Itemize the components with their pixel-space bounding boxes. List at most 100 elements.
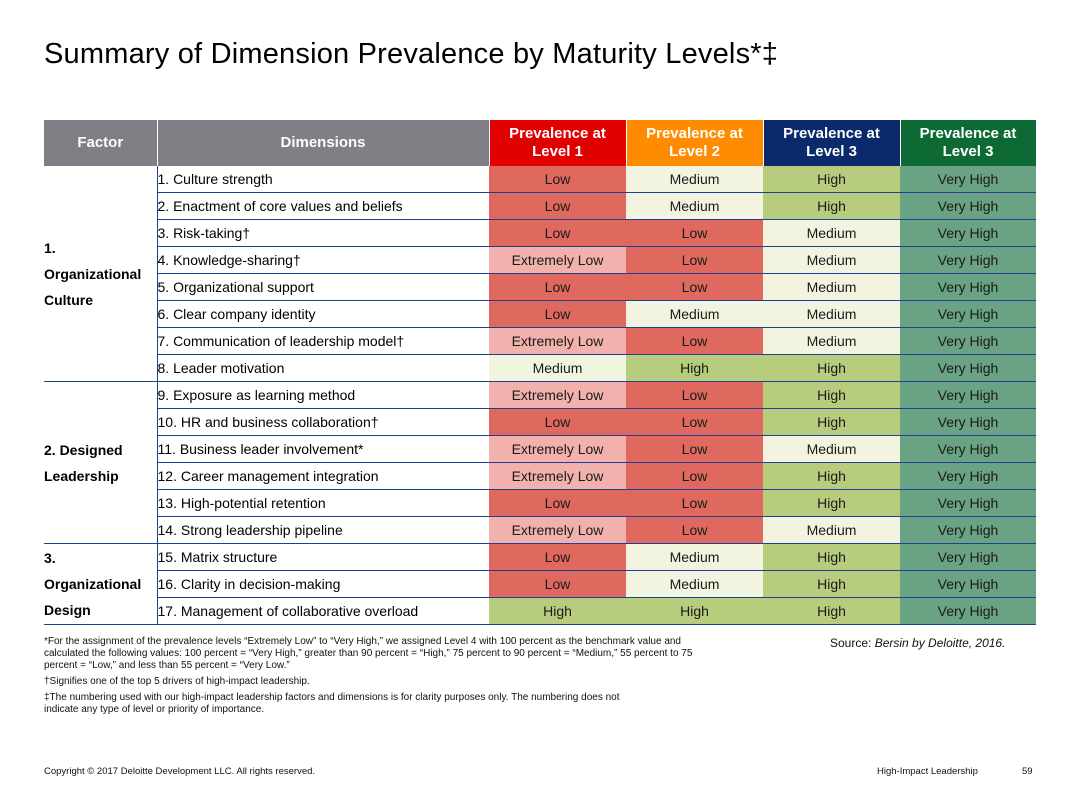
prevalence-l1: Extremely Low (489, 327, 626, 355)
prevalence-l1: Extremely Low (489, 246, 626, 274)
table-row: 2. Designed Leadership 9. Exposure as lea… (44, 381, 1036, 544)
prevalence-l2: Low (626, 273, 763, 301)
dimension-name: 1. Culture strength (156, 166, 489, 193)
dimension-name: 10. HR and business collaboration† (156, 408, 489, 436)
factor-organizational-design: 3. Organizational Design (44, 543, 157, 625)
prevalence-l2: High (626, 354, 763, 382)
dimension-name: 12. Career management integration (156, 462, 489, 490)
factor-designed-leadership: 2. Designed Leadership (44, 381, 157, 544)
page-title: Summary of Dimension Prevalence by Matur… (44, 38, 779, 70)
table-row: 5. Organizational support Low Low Medium Ver… (44, 273, 1036, 301)
table-row: 2. Enactment of core values and beliefs L… (44, 192, 1036, 220)
prevalence-l2: Low (626, 435, 763, 463)
table-row: 3. Risk-taking† Low Low Medium Very High (44, 219, 1036, 247)
dimension-name: 16. Clarity in decision-making (156, 570, 489, 598)
prevalence-l3a: High (763, 354, 900, 382)
prevalence-l1: Low (489, 273, 626, 301)
prevalence-l1: Low (489, 300, 626, 328)
prevalence-l3b: Very High (900, 435, 1036, 463)
prevalence-l3b: Very High (900, 246, 1036, 274)
prevalence-l1: Low (489, 570, 626, 598)
prevalence-l3a: Medium (763, 246, 900, 274)
prevalence-l2: Low (626, 462, 763, 490)
dimension-name: 13. High-potential retention (156, 489, 489, 517)
prevalence-table: Factor Dimensions Prevalence at Level 1 … (44, 120, 1037, 625)
prevalence-l2: Low (626, 219, 763, 247)
prevalence-l2: Low (626, 246, 763, 274)
prevalence-l3a: Medium (763, 300, 900, 328)
prevalence-l3b: Very High (900, 381, 1036, 409)
source-label: Source: (830, 636, 872, 650)
table-row: 3. Organizational Design 15. Matrix struc… (44, 543, 1036, 625)
prevalence-l1: Extremely Low (489, 462, 626, 490)
prevalence-l3b: Very High (900, 489, 1036, 517)
dimension-name: 8. Leader motivation (156, 354, 489, 382)
table-row: 13. High-potential retention Low Low High Ve… (44, 489, 1036, 517)
prevalence-l2: Low (626, 327, 763, 355)
prevalence-l1: Low (489, 166, 626, 193)
dimension-name: 4. Knowledge-sharing† (156, 246, 489, 274)
prevalence-l3a: Medium (763, 327, 900, 355)
prevalence-l3a: High (763, 543, 900, 571)
prevalence-l3a: Medium (763, 516, 900, 544)
dimension-name: 15. Matrix structure (156, 543, 489, 571)
prevalence-l1: Low (489, 489, 626, 517)
prevalence-l2: Low (626, 408, 763, 436)
prevalence-l3b: Very High (900, 597, 1036, 625)
prevalence-l3b: Very High (900, 273, 1036, 301)
prevalence-l3a: High (763, 489, 900, 517)
table-row: 7. Communication of leadership model† Ext… (44, 327, 1036, 355)
prevalence-l3b: Very High (900, 408, 1036, 436)
prevalence-l2: Medium (626, 570, 763, 598)
header-row: Factor Dimensions Prevalence at Level 1 … (44, 120, 1037, 166)
prevalence-l2: Low (626, 489, 763, 517)
dimension-name: 6. Clear company identity (156, 300, 489, 328)
prevalence-l3a: High (763, 408, 900, 436)
prevalence-l3a: High (763, 192, 900, 220)
footnote-dagger: †Signifies one of the top 5 drivers of h… (44, 676, 310, 687)
dimension-name: 3. Risk-taking† (156, 219, 489, 247)
footnote-double-dagger: ‡The numbering used with our high-impact… (44, 692, 620, 715)
table-row: 6. Clear company identity Low Medium Medium… (44, 300, 1036, 328)
prevalence-l3b: Very High (900, 327, 1036, 355)
table-row: 17. Management of collaborative overload… (44, 597, 1036, 625)
prevalence-l1: Low (489, 192, 626, 220)
prevalence-l3a: High (763, 166, 900, 193)
prevalence-l3a: Medium (763, 273, 900, 301)
prevalence-l1: Extremely Low (489, 381, 626, 409)
table-row: 4. Knowledge-sharing† Extremely Low Low Med… (44, 246, 1036, 274)
prevalence-l1: Extremely Low (489, 435, 626, 463)
table-row: 10. HR and business collaboration† Low Low… (44, 408, 1036, 436)
header-level-1: Prevalence at Level 1 (489, 120, 627, 166)
header-level-3-a: Prevalence at Level 3 (763, 120, 901, 166)
prevalence-l3b: Very High (900, 219, 1036, 247)
table-row: 11. Business leader involvement* Extremel… (44, 435, 1036, 463)
dimension-name: 14. Strong leadership pipeline (156, 516, 489, 544)
factor-organizational-culture: 1. Organizational Culture (44, 166, 157, 382)
prevalence-l3a: Medium (763, 435, 900, 463)
prevalence-l2: Low (626, 516, 763, 544)
table-row: 1. Organizational Culture 1. Culture stre… (44, 166, 1036, 382)
table-body: 1. Organizational Culture 1. Culture stre… (44, 166, 1036, 625)
header-dimensions: Dimensions (157, 120, 490, 166)
prevalence-l2: Medium (626, 543, 763, 571)
prevalence-l3a: High (763, 462, 900, 490)
source-text: Bersin by Deloitte, 2016. (874, 636, 1006, 650)
prevalence-l2: Medium (626, 300, 763, 328)
prevalence-l1: Medium (489, 354, 626, 382)
dimension-name: 7. Communication of leadership model† (156, 327, 489, 355)
prevalence-l2: Low (626, 381, 763, 409)
prevalence-l3b: Very High (900, 516, 1036, 544)
dimension-name: 2. Enactment of core values and beliefs (156, 192, 489, 220)
prevalence-l1: High (489, 597, 626, 625)
header-level-2: Prevalence at Level 2 (626, 120, 764, 166)
prevalence-l1: Low (489, 219, 626, 247)
prevalence-l3a: Medium (763, 219, 900, 247)
footer-copyright: Copyright © 2017 Deloitte Development LL… (44, 766, 316, 777)
prevalence-l3a: High (763, 570, 900, 598)
footer-doc-name: High-Impact Leadership (877, 766, 978, 777)
prevalence-l3a: High (763, 597, 900, 625)
prevalence-l1: Low (489, 543, 626, 571)
prevalence-l3b: Very High (900, 462, 1036, 490)
prevalence-l2: Medium (626, 166, 763, 193)
